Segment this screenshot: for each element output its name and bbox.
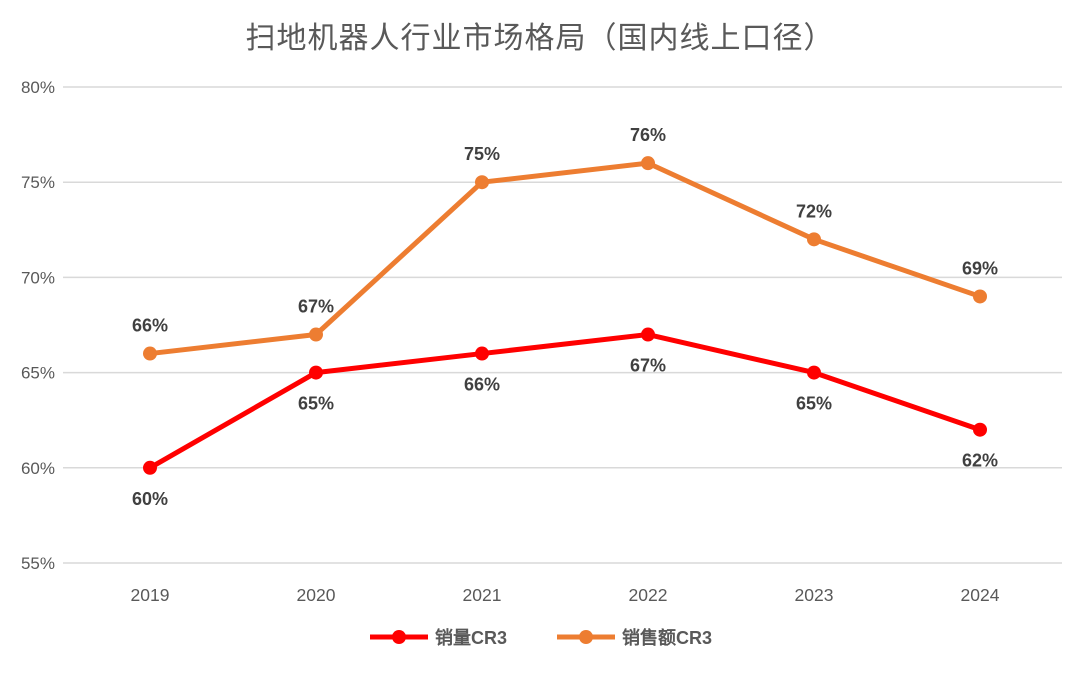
volume-cr3-line: [147, 332, 983, 471]
chart-legend: 销量CR3 销售额CR3: [0, 624, 1080, 650]
y-tick-label: 55%: [21, 554, 55, 573]
x-tick-label: 2024: [961, 585, 1000, 605]
value-cr3-data-label: 67%: [298, 297, 334, 317]
y-tick-label: 75%: [21, 173, 55, 192]
x-tick-label: 2023: [795, 585, 834, 605]
y-tick-label: 65%: [21, 364, 55, 383]
chart-title: 扫地机器人行业市场格局（国内线上口径）: [245, 22, 835, 55]
volume-cr3-marker: [973, 422, 987, 437]
volume-cr3-data-label: 65%: [796, 394, 832, 414]
legend-label-value-cr3: 销售额CR3: [622, 628, 713, 648]
value-cr3-line: [147, 160, 983, 357]
value-cr3-data-label: 72%: [796, 201, 832, 221]
x-tick-label: 2021: [463, 585, 502, 605]
volume-cr3-data-label: 62%: [962, 451, 998, 471]
legend-item-value-cr3: 销售额CR3: [555, 624, 712, 650]
x-tick-label: 2020: [297, 585, 336, 605]
value-cr3-marker: [475, 175, 489, 190]
volume-cr3-data-label: 66%: [464, 375, 500, 395]
legend-item-volume-cr3: 销量CR3: [368, 624, 507, 650]
volume-cr3-marker: [807, 365, 821, 380]
value-cr3-marker: [807, 232, 821, 247]
value-cr3-data-label: 69%: [962, 258, 998, 278]
y-tick-label: 70%: [21, 268, 55, 287]
volume-cr3-marker: [143, 460, 157, 475]
value-cr3-marker: [641, 156, 655, 171]
legend-label-volume-cr3: 销量CR3: [434, 628, 507, 648]
value-cr3-data-label: 66%: [132, 316, 168, 336]
value-cr3-data-label: 75%: [464, 144, 500, 164]
volume-cr3-marker: [641, 327, 655, 342]
value-cr3-marker: [309, 327, 323, 342]
y-tick-label: 80%: [21, 78, 55, 97]
volume-cr3-data-label: 60%: [132, 489, 168, 509]
value-cr3-marker: [143, 346, 157, 361]
volume-cr3-data-label: 67%: [630, 356, 666, 376]
value-cr3-data-label: 76%: [630, 125, 666, 145]
value-cr3-legend-swatch-icon: [557, 630, 615, 644]
volume-cr3-legend-swatch-icon: [369, 630, 428, 644]
volume-cr3-marker: [309, 365, 323, 380]
value-cr3-marker: [973, 289, 987, 304]
x-tick-label: 2022: [629, 585, 668, 605]
line-chart-canvas: 55% 60% 65% 70% 75% 80% 2019 2020 2021 2022 2023 20…: [21, 78, 1062, 605]
volume-cr3-marker: [475, 346, 489, 361]
y-tick-label: 60%: [21, 459, 55, 478]
volume-cr3-data-label: 65%: [298, 394, 334, 414]
x-tick-label: 2019: [131, 585, 170, 605]
